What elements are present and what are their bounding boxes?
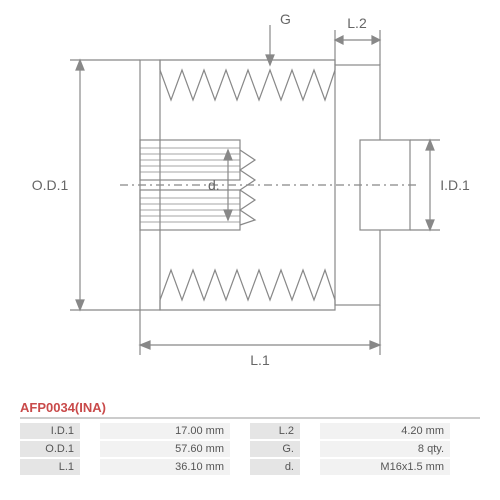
technical-drawing: O.D.1 I.D.1 L.1 L.2 G d. <box>10 10 490 390</box>
spec-block: AFP0034(INA) I.D.1 17.00 mm L.2 4.20 mm … <box>20 400 480 475</box>
spec-value-l1: 36.10 mm <box>100 459 230 475</box>
spec-label-l1: L.1 <box>20 459 80 475</box>
spec-value-g: 8 qty. <box>320 441 450 457</box>
label-id1: I.D.1 <box>440 177 470 193</box>
label-l1: L.1 <box>250 352 270 368</box>
spec-table: I.D.1 17.00 mm L.2 4.20 mm O.D.1 57.60 m… <box>20 423 480 475</box>
label-g: G <box>280 11 291 27</box>
spec-value-id1: 17.00 mm <box>100 423 230 439</box>
spec-label-d: d. <box>250 459 300 475</box>
spec-label-g: G. <box>250 441 300 457</box>
label-l2: L.2 <box>347 15 367 31</box>
spec-value-l2: 4.20 mm <box>320 423 450 439</box>
spec-value-d: M16x1.5 mm <box>320 459 450 475</box>
spec-label-id1: I.D.1 <box>20 423 80 439</box>
spec-label-od1: O.D.1 <box>20 441 80 457</box>
spec-label-l2: L.2 <box>250 423 300 439</box>
label-d: d. <box>208 177 220 193</box>
label-od1: O.D.1 <box>32 177 69 193</box>
part-number: AFP0034(INA) <box>20 400 480 419</box>
spec-value-od1: 57.60 mm <box>100 441 230 457</box>
